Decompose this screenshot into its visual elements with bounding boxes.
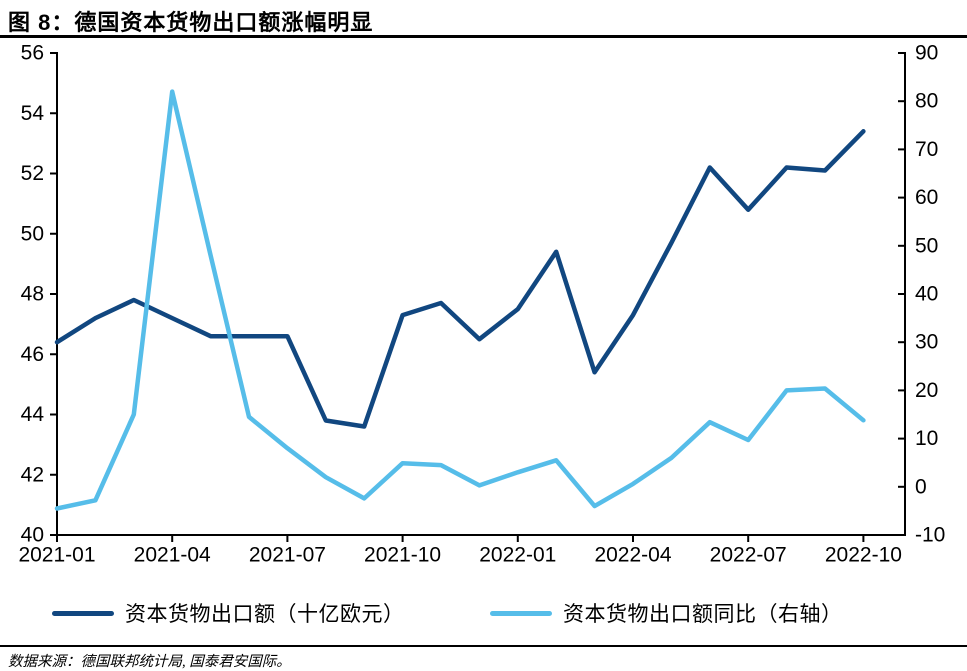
y-axis-right-tick-label: 50	[915, 234, 938, 257]
x-axis-tick-label: 2022-01	[479, 543, 556, 566]
y-axis-left-tick-label: 56	[21, 42, 44, 65]
y-axis-right-tick-label: 30	[915, 331, 938, 354]
y-axis-right-tick-label: -10	[915, 524, 945, 547]
x-axis-tick-label: 2022-10	[825, 543, 902, 566]
x-axis-tick-label: 2021-04	[134, 543, 211, 566]
y-axis-left-tick-label: 46	[21, 343, 44, 366]
legend-label-exports: 资本货物出口额（十亿欧元）	[125, 603, 405, 626]
y-axis-left-tick-label: 42	[21, 463, 44, 486]
series-line-yoy	[54, 89, 866, 511]
x-axis-tick-label: 2022-04	[594, 543, 671, 566]
y-axis-right-tick-label: 80	[915, 90, 938, 113]
series-line-exports	[54, 129, 866, 429]
x-axis-tick-label: 2021-07	[249, 543, 326, 566]
title-divider	[0, 35, 967, 38]
y-axis-right-tick-label: 60	[915, 186, 938, 209]
figure-title: 图 8：德国资本货物出口额涨幅明显	[8, 10, 374, 35]
y-axis-left-tick-label: 54	[21, 102, 45, 125]
data-source-note: 数据来源：德国联邦统计局, 国泰君安国际。	[8, 654, 291, 670]
y-axis-right-tick-label: 20	[915, 379, 938, 402]
legend-swatch-exports	[52, 610, 114, 616]
y-axis-left-tick-label: 48	[21, 283, 44, 306]
x-axis-tick-label: 2021-01	[18, 543, 95, 566]
footer-divider	[0, 645, 967, 647]
y-axis-left-tick-label: 40	[21, 524, 44, 547]
y-axis-left-tick-label: 52	[21, 162, 44, 185]
y-axis-left-tick-label: 44	[21, 403, 45, 426]
x-axis-tick-label: 2022-07	[710, 543, 787, 566]
y-axis-right-tick-label: 40	[915, 283, 938, 306]
x-axis-tick-label: 2021-10	[364, 543, 441, 566]
legend-swatch-yoy	[490, 610, 552, 616]
chart-legend: 资本货物出口额（十亿欧元） 资本货物出口额同比（右轴）	[0, 598, 967, 628]
legend-label-yoy: 资本货物出口额同比（右轴）	[563, 603, 843, 626]
y-axis-right-tick-label: 10	[915, 427, 938, 450]
y-axis-right-tick-label: 0	[915, 475, 927, 498]
y-axis-left-tick-label: 50	[21, 222, 44, 245]
y-axis-right-tick-label: 70	[915, 138, 938, 161]
y-axis-right-tick-label: 90	[915, 42, 938, 65]
legend-item-exports: 资本货物出口额（十亿欧元）	[52, 598, 405, 628]
legend-item-yoy: 资本货物出口额同比（右轴）	[490, 598, 843, 628]
